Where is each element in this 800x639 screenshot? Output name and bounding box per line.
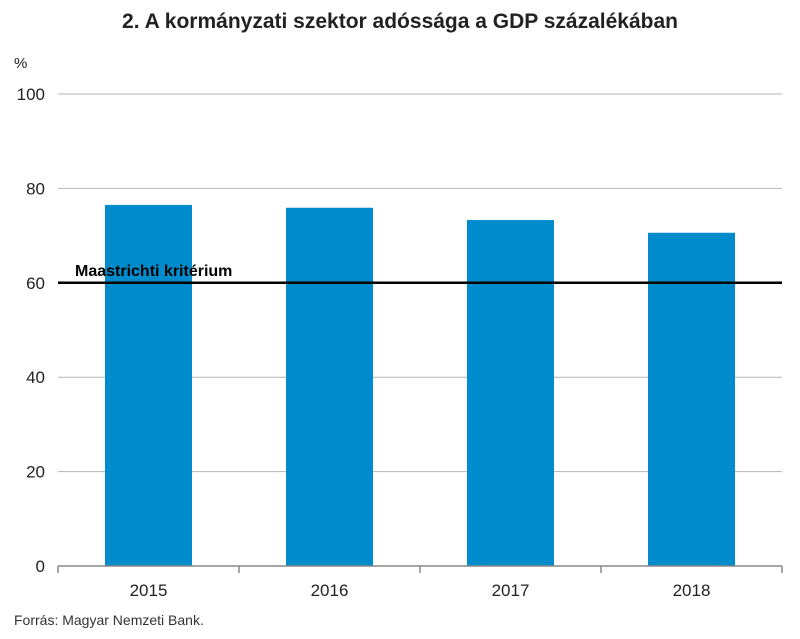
- y-tick-labels: 0 20 40 60 80 100: [17, 85, 45, 576]
- x-tick-label: 2015: [130, 581, 168, 600]
- bar-2016: [286, 207, 373, 566]
- y-tick-label: 60: [26, 274, 45, 293]
- reference-line-group: Maastrichti kritérium: [58, 263, 782, 285]
- x-tick-label: 2018: [673, 581, 711, 600]
- source-note: Forrás: Magyar Nemzeti Bank.: [14, 612, 204, 628]
- x-axis: [57, 565, 783, 573]
- bar-2015: [105, 204, 192, 567]
- x-tick-labels: 2015 2016 2017 2018: [130, 581, 711, 600]
- reference-line-label: Maastrichti kritérium: [75, 263, 232, 280]
- chart-title: 2. A kormányzati szektor adóssága a GDP …: [122, 10, 678, 33]
- x-tick-label: 2017: [492, 581, 530, 600]
- bar-2018: [648, 232, 735, 566]
- y-axis-unit-label: %: [14, 55, 27, 72]
- y-tick-label: 100: [17, 85, 45, 104]
- y-tick-label: 0: [36, 557, 45, 576]
- y-tick-label: 80: [26, 179, 45, 198]
- bar-2017: [467, 220, 554, 567]
- y-tick-label: 20: [26, 463, 45, 482]
- y-tick-label: 40: [26, 368, 45, 387]
- bars: [105, 204, 735, 567]
- x-tick-label: 2016: [311, 581, 349, 600]
